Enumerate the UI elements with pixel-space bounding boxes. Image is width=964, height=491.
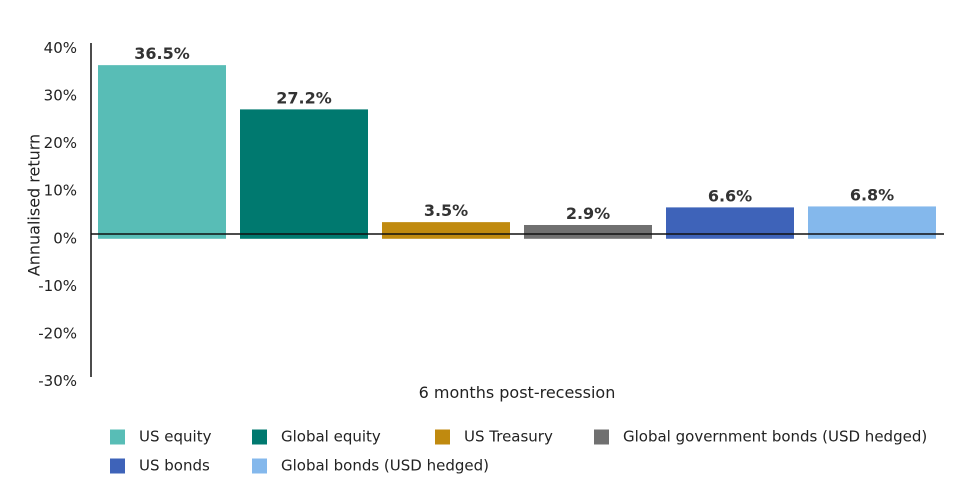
y-tick-labels-group: 40% 30% 20% 10% 0% -10% -20% -30% xyxy=(38,39,77,390)
bar-value-label: 3.5% xyxy=(424,201,468,220)
bar-value-label: 2.9% xyxy=(566,204,610,223)
legend-swatch xyxy=(594,429,609,445)
bar xyxy=(524,224,652,239)
data-labels-group: 36.5% 27.2% 3.5% 2.9% 6.6% 6.8% xyxy=(134,44,894,223)
x-axis-title: 6 months post-recession xyxy=(419,383,616,402)
legend-label: US equity xyxy=(139,428,212,446)
bar-value-label: 6.8% xyxy=(850,185,894,204)
legend-swatch xyxy=(252,458,267,474)
bars-group xyxy=(98,65,936,239)
y-tick-label: 10% xyxy=(44,182,77,200)
legend-swatch xyxy=(435,429,450,445)
legend-swatch xyxy=(110,458,125,474)
y-axis-title: Annualised return xyxy=(25,134,44,276)
y-tick-label: -20% xyxy=(38,324,77,342)
legend-label: US bonds xyxy=(139,457,210,475)
y-tick-label: 20% xyxy=(44,134,77,152)
bar-value-label: 36.5% xyxy=(134,44,190,63)
y-tick-label: 0% xyxy=(53,229,77,247)
bar xyxy=(240,109,368,239)
bar-value-label: 27.2% xyxy=(276,88,332,107)
bar xyxy=(98,65,226,239)
y-tick-label: -30% xyxy=(38,372,77,390)
y-tick-label: -10% xyxy=(38,277,77,295)
y-tick-label: 30% xyxy=(44,87,77,105)
bar xyxy=(382,222,510,239)
y-tick-label: 40% xyxy=(44,39,77,57)
legend-label: Global bonds (USD hedged) xyxy=(281,457,489,475)
legend-swatch xyxy=(110,429,125,445)
legend-label: Global government bonds (USD hedged) xyxy=(623,428,927,446)
legend-swatch xyxy=(252,429,267,445)
legend-label: US Treasury xyxy=(464,428,553,446)
legend-label: Global equity xyxy=(281,428,381,446)
legend: US equity Global equity US Treasury Global … xyxy=(110,428,927,475)
bar-value-label: 6.6% xyxy=(708,186,752,205)
